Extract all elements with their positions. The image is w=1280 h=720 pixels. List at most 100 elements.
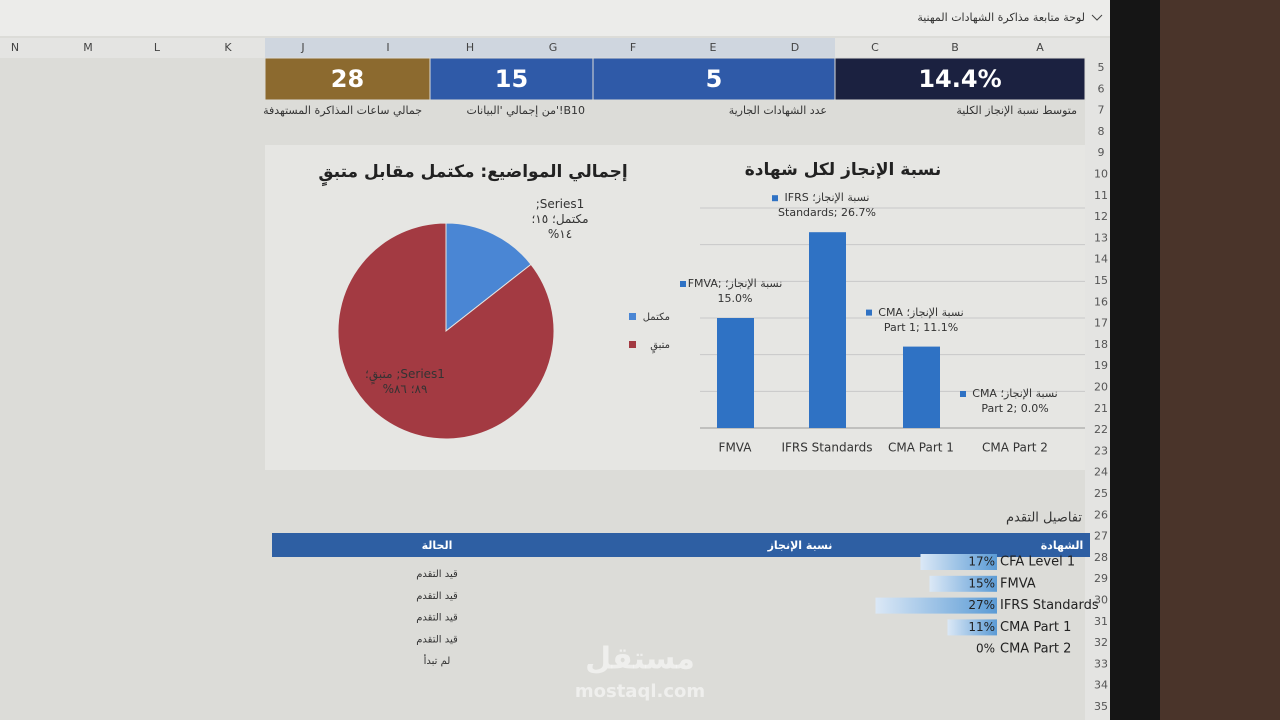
column-header: K: [224, 41, 232, 54]
row-number: 8: [1098, 125, 1105, 138]
watermark-logo: مستقل: [585, 642, 695, 677]
bar-data-label: نسبة الإنجاز؛ CMA Part 2; 0.0%: [972, 387, 1058, 415]
row-number: 7: [1098, 104, 1105, 117]
row-number: 6: [1098, 82, 1105, 95]
certificate: FMVA: [1000, 576, 1036, 591]
certificate: IFRS Standards: [1000, 598, 1099, 613]
row-number: 30: [1094, 594, 1108, 607]
row-number: 19: [1094, 359, 1108, 372]
row-number: 13: [1094, 231, 1108, 244]
row-number: 12: [1094, 210, 1108, 223]
column-header: M: [83, 41, 93, 54]
percent-label: 15%: [968, 576, 995, 590]
screen-bezel: [1110, 0, 1160, 720]
bar-data-label: نسبة الإنجاز؛ FMVA; 15.0%: [687, 277, 783, 305]
column-header: J: [300, 41, 304, 54]
column-header: L: [154, 41, 161, 54]
selected-columns: [265, 38, 835, 58]
row-number: 31: [1094, 615, 1108, 628]
label-marker: [772, 195, 778, 202]
certificate: CMA Part 1: [1000, 620, 1071, 635]
table-header: نسبة الإنجاز: [767, 539, 833, 552]
row-number: 28: [1094, 551, 1108, 564]
x-tick-label: CMA Part 1: [888, 441, 954, 455]
sheet-title: لوحة متابعة مذاكرة الشهادات المهنية: [917, 11, 1085, 24]
kpi-value: 28: [331, 65, 364, 93]
row-number: 23: [1094, 444, 1108, 457]
legend-swatch: [629, 313, 636, 320]
row-number: 14: [1094, 253, 1108, 266]
column-header: D: [791, 41, 799, 54]
kpi-value: 5: [706, 65, 723, 93]
kpi-caption: عدد الشهادات الجارية: [729, 104, 827, 117]
row-number: 15: [1094, 274, 1108, 287]
status: قيد التقدم: [416, 569, 458, 580]
table-header: الشهادة: [1041, 539, 1084, 552]
row-number: 22: [1094, 423, 1108, 436]
column-header: E: [710, 41, 717, 54]
table-header-bg: [272, 533, 1090, 557]
table-header: الحالة: [422, 539, 453, 552]
column-header: N: [11, 41, 19, 54]
legend-swatch: [629, 341, 636, 348]
row-number: 24: [1094, 466, 1108, 479]
row-number: 9: [1098, 146, 1105, 159]
kpi-card: [834, 57, 1086, 101]
row-number: 18: [1094, 338, 1108, 351]
percent-label: 0%: [976, 642, 995, 656]
row-number: 20: [1094, 381, 1108, 394]
bar-data-label: نسبة الإنجاز؛ CMA Part 1; 11.1%: [878, 305, 964, 334]
pie-data-label: Series1; مكتمل؛ ١٥؛ ١٤%: [531, 197, 589, 241]
row-number: 17: [1094, 317, 1108, 330]
legend-label: متبقٍ: [650, 340, 670, 354]
kpi-value: 14.4%: [918, 65, 1001, 93]
bar: [809, 232, 846, 428]
legend-label: مكتمل: [643, 312, 670, 323]
dropdown-chevron[interactable]: [1091, 14, 1103, 21]
column-header: C: [871, 41, 879, 54]
watermark-site: mostaql.com: [575, 681, 705, 702]
row-number: 32: [1094, 636, 1108, 649]
kpi-caption: متوسط نسبة الإنجاز الكلية: [956, 104, 1077, 117]
status: لم تبدأ: [424, 654, 451, 667]
status: قيد التقدم: [416, 634, 458, 645]
row-number: 16: [1094, 295, 1108, 308]
chart-title: نسبة الإنجاز لكل شهادة: [745, 160, 942, 180]
row-number: 33: [1094, 657, 1108, 670]
row-number: 35: [1094, 700, 1108, 713]
background: [1160, 0, 1280, 720]
bar-data-label: نسبة الإنجاز؛ IFRS Standards; 26.7%: [778, 191, 876, 220]
row-header-bar: [1085, 58, 1110, 720]
row-number: 10: [1094, 168, 1108, 181]
column-header: B: [951, 41, 959, 54]
data-bar: [920, 554, 997, 570]
row-number: 5: [1098, 61, 1105, 74]
pie-data-label: Series1; متبقٍ؛ ٨٩؛ ٨٦%: [365, 367, 445, 396]
row-number: 21: [1094, 402, 1108, 415]
status: قيد التقدم: [416, 613, 458, 624]
bar: [903, 346, 940, 428]
percent-label: 11%: [968, 620, 995, 634]
percent-label: 27%: [968, 598, 995, 612]
title-bar: [0, 0, 1110, 36]
row-number: 26: [1094, 508, 1108, 521]
column-header: A: [1036, 41, 1044, 54]
column-header: H: [466, 41, 474, 54]
row-number: 34: [1094, 679, 1108, 692]
kpi-card: [592, 57, 836, 101]
data-bar: [947, 619, 997, 636]
row-number: 29: [1094, 572, 1108, 585]
pie-slice: [337, 222, 555, 440]
data-bar: [929, 575, 997, 592]
column-header: I: [386, 41, 389, 54]
pie-slice: [445, 222, 532, 333]
certificate: CFA Level 1: [1000, 555, 1075, 570]
x-tick-label: IFRS Standards: [781, 441, 872, 455]
certificate: CMA Part 2: [1000, 642, 1071, 657]
row-number: 25: [1094, 487, 1108, 500]
x-tick-label: CMA Part 2: [982, 441, 1048, 455]
status: قيد التقدم: [416, 591, 458, 602]
kpi-caption: جمالي ساعات المذاكرة المستهدفة: [263, 104, 422, 117]
